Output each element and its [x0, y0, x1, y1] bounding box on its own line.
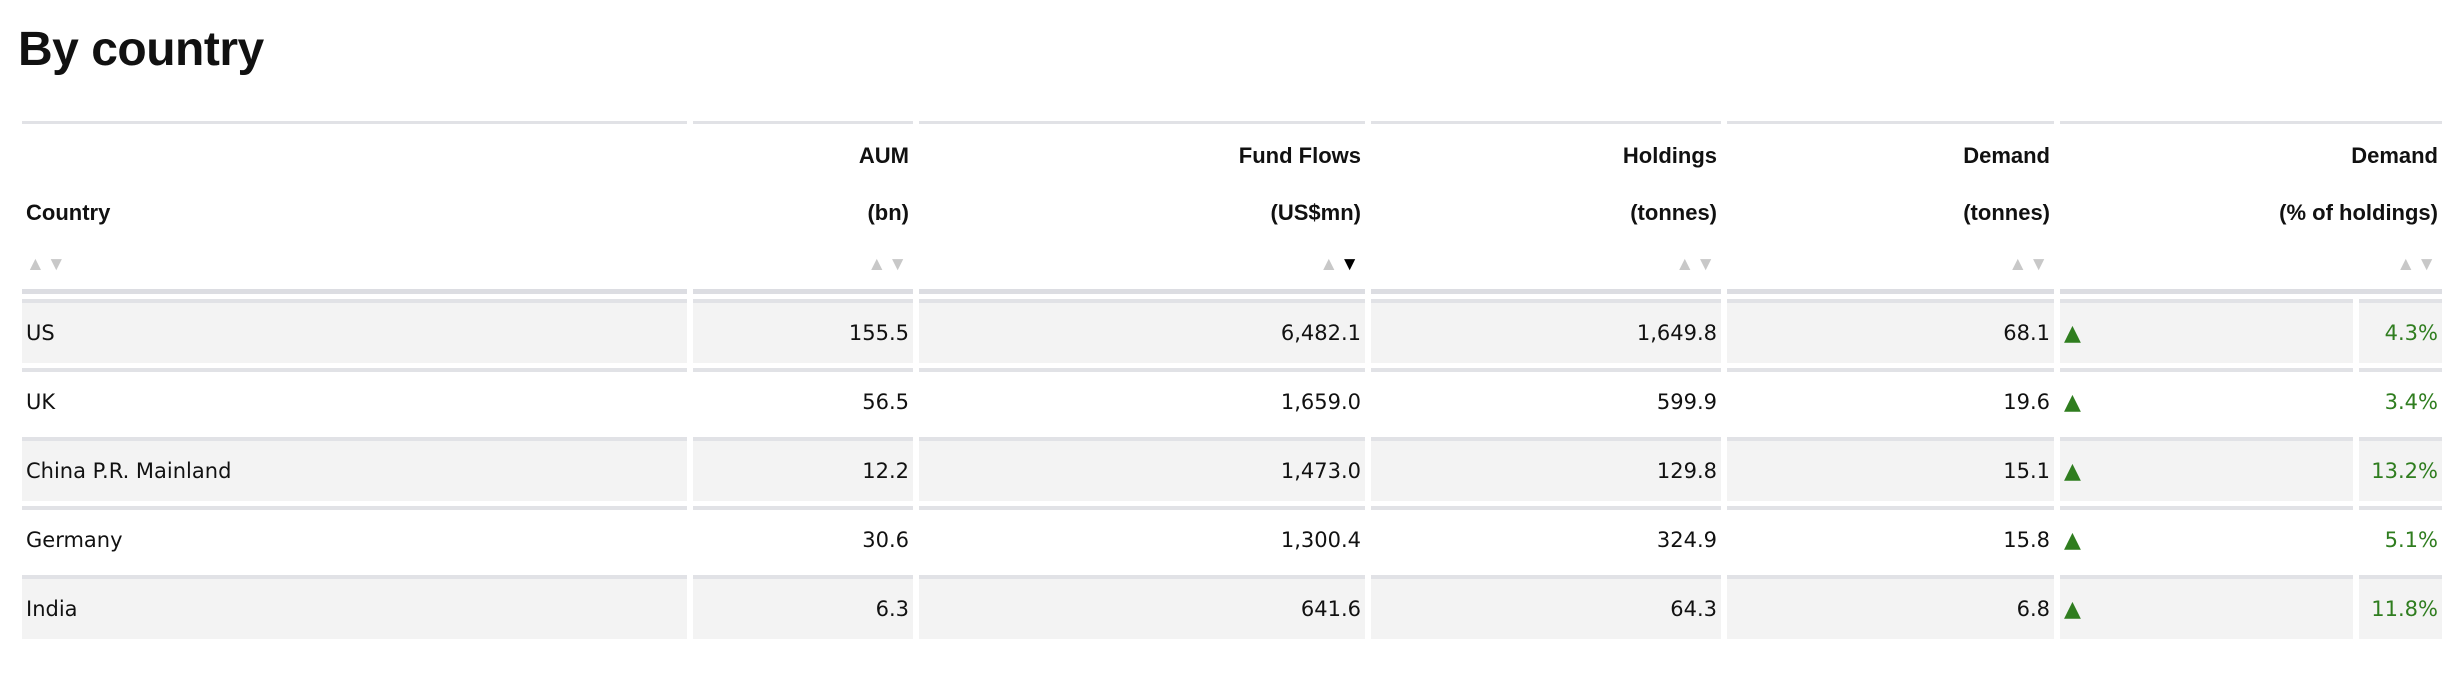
sort-control: ▲▼: [1375, 255, 1717, 275]
cell-fund-flows: 6,482.1: [919, 299, 1365, 363]
header-label: Demand: [1963, 143, 2050, 168]
cell-demand: 68.1: [1727, 299, 2054, 363]
cell-fund-flows: 641.6: [919, 575, 1365, 639]
sort-control: ▲▼: [26, 255, 683, 275]
cell-demand: 6.8: [1727, 575, 2054, 639]
sort-descending-icon[interactable]: ▼: [888, 254, 909, 275]
cell-holdings: 64.3: [1371, 575, 1721, 639]
trend-up-icon: ▲: [2060, 299, 2353, 363]
cell-demand-pct: 11.8%: [2359, 575, 2442, 639]
header-unit: (bn): [867, 200, 909, 225]
header-unit: (tonnes): [1630, 200, 1717, 225]
sort-descending-icon[interactable]: ▼: [1340, 254, 1361, 275]
sort-ascending-icon[interactable]: ▲: [26, 254, 47, 275]
sort-descending-icon[interactable]: ▼: [1696, 254, 1717, 275]
header-label: Fund Flows: [1238, 143, 1361, 168]
header-unit: (tonnes): [1963, 200, 2050, 225]
header-label: Demand: [2351, 143, 2438, 168]
cell-demand-pct: 3.4%: [2359, 368, 2442, 432]
cell-holdings: 324.9: [1371, 506, 1721, 570]
cell-holdings: 1,649.8: [1371, 299, 1721, 363]
page-title: By country: [18, 23, 264, 76]
cell-fund-flows: 1,300.4: [919, 506, 1365, 570]
table-row: China P.R. Mainland 12.2 1,473.0 129.8 1…: [22, 437, 2442, 501]
table-row: US 155.5 6,482.1 1,649.8 68.1 ▲ 4.3%: [22, 299, 2442, 363]
sort-descending-icon[interactable]: ▼: [2417, 254, 2438, 275]
cell-holdings: 129.8: [1371, 437, 1721, 501]
trend-up-icon: ▲: [2060, 575, 2353, 639]
cell-aum: 30.6: [693, 506, 913, 570]
cell-holdings: 599.9: [1371, 368, 1721, 432]
table-row: UK 56.5 1,659.0 599.9 19.6 ▲ 3.4%: [22, 368, 2442, 432]
header-label: AUM: [858, 143, 909, 168]
cell-fund-flows: 1,659.0: [919, 368, 1365, 432]
cell-country: Germany: [22, 506, 687, 570]
cell-demand: 15.1: [1727, 437, 2054, 501]
trend-up-icon: ▲: [2060, 506, 2353, 570]
table-row: Germany 30.6 1,300.4 324.9 15.8 ▲ 5.1%: [22, 506, 2442, 570]
cell-country: US: [22, 299, 687, 363]
column-header-holdings[interactable]: Holdings (tonnes) ▲▼: [1371, 121, 1721, 294]
cell-demand-pct: 5.1%: [2359, 506, 2442, 570]
column-header-country[interactable]: Country ▲▼: [22, 121, 687, 294]
trend-up-icon: ▲: [2060, 437, 2353, 501]
cell-aum: 56.5: [693, 368, 913, 432]
cell-country: UK: [22, 368, 687, 432]
sort-control: ▲▼: [1731, 255, 2050, 275]
sort-ascending-icon[interactable]: ▲: [2396, 254, 2418, 275]
cell-country: India: [22, 575, 687, 639]
header-unit: Country: [26, 200, 111, 225]
header-row: Country ▲▼ AUM (bn) ▲▼ Fund Flows (US$mn) ▲▼ Hol…: [22, 121, 2442, 294]
header-label: [26, 146, 683, 166]
sort-control: ▲▼: [697, 255, 909, 275]
column-header-demand-pct[interactable]: Demand (% of holdings) ▲▼: [2060, 121, 2442, 294]
sort-ascending-icon[interactable]: ▲: [867, 254, 889, 275]
cell-demand: 15.8: [1727, 506, 2054, 570]
column-header-demand[interactable]: Demand (tonnes) ▲▼: [1727, 121, 2054, 294]
table-body: US 155.5 6,482.1 1,649.8 68.1 ▲ 4.3% UK 5…: [22, 299, 2442, 639]
column-header-aum[interactable]: AUM (bn) ▲▼: [693, 121, 913, 294]
sort-control: ▲▼: [923, 255, 1361, 275]
sort-ascending-icon[interactable]: ▲: [2008, 254, 2030, 275]
sort-ascending-icon[interactable]: ▲: [1319, 254, 1341, 275]
header-label: Holdings: [1622, 143, 1717, 168]
cell-aum: 12.2: [693, 437, 913, 501]
country-table: Country ▲▼ AUM (bn) ▲▼ Fund Flows (US$mn) ▲▼ Hol…: [16, 116, 2448, 644]
cell-demand: 19.6: [1727, 368, 2054, 432]
trend-up-icon: ▲: [2060, 368, 2353, 432]
table-row: India 6.3 641.6 64.3 6.8 ▲ 11.8%: [22, 575, 2442, 639]
sort-control: ▲▼: [2064, 255, 2438, 275]
cell-demand-pct: 13.2%: [2359, 437, 2442, 501]
sort-descending-icon[interactable]: ▼: [2029, 254, 2050, 275]
column-header-fund-flows[interactable]: Fund Flows (US$mn) ▲▼: [919, 121, 1365, 294]
header-unit: (% of holdings): [2279, 200, 2438, 225]
cell-fund-flows: 1,473.0: [919, 437, 1365, 501]
cell-aum: 155.5: [693, 299, 913, 363]
header-unit: (US$mn): [1270, 200, 1361, 225]
cell-demand-pct: 4.3%: [2359, 299, 2442, 363]
cell-aum: 6.3: [693, 575, 913, 639]
sort-ascending-icon[interactable]: ▲: [1675, 254, 1697, 275]
cell-country: China P.R. Mainland: [22, 437, 687, 501]
sort-descending-icon[interactable]: ▼: [46, 254, 68, 275]
